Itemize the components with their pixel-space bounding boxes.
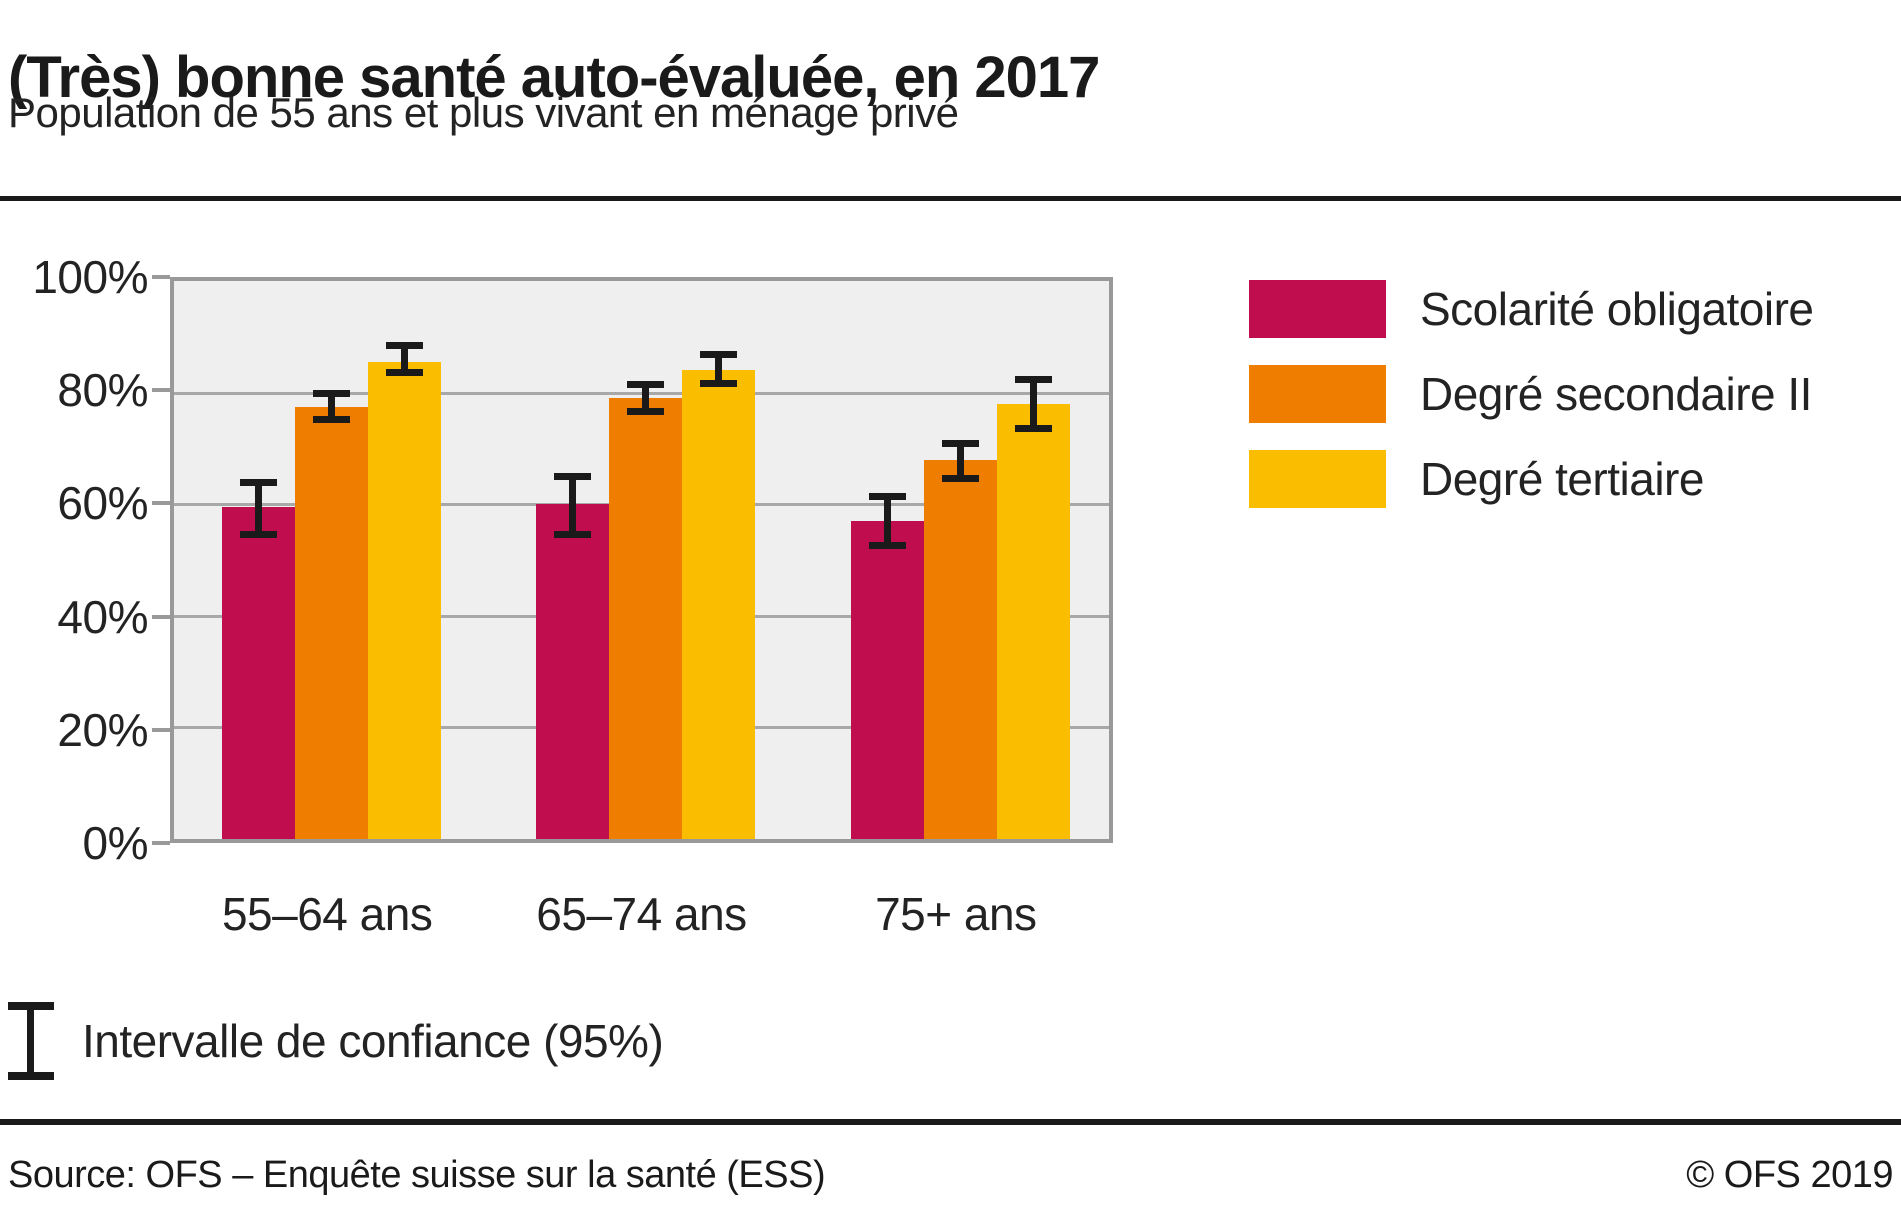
legend-item-Degré secondaire II: Degré secondaire II xyxy=(1249,365,1814,423)
legend-swatch xyxy=(1249,450,1386,508)
y-tick-mark-0 xyxy=(152,841,170,845)
footer-source: Source: OFS – Enquête suisse sur la sant… xyxy=(8,1154,826,1196)
header-divider xyxy=(0,196,1901,201)
confidence-interval-note: Intervalle de confiance (95%) xyxy=(82,1015,664,1067)
legend-label: Degré tertiaire xyxy=(1420,453,1704,505)
legend: Scolarité obligatoire Degré secondaire II… xyxy=(1249,280,1814,535)
bar-55–64 ans-Scolarité obligatoire xyxy=(222,507,295,839)
x-tick-label-75+ ans: 75+ ans xyxy=(875,888,1037,940)
y-tick-mark-60 xyxy=(152,501,170,506)
gridline-80 xyxy=(174,391,1109,395)
x-tick-label-55–64 ans: 55–64 ans xyxy=(221,888,433,940)
x-axis: 55–64 ans 65–74 ans 75+ ans xyxy=(170,886,1113,946)
legend-item-Degré tertiaire: Degré tertiaire xyxy=(1249,450,1814,508)
plot-area xyxy=(170,277,1113,843)
error-bar-55–64 ans-Degré tertiaire xyxy=(386,342,423,376)
legend-label: Scolarité obligatoire xyxy=(1420,283,1814,335)
bar-65–74 ans-Scolarité obligatoire xyxy=(536,504,610,839)
bar-75+ ans-Degré tertiaire xyxy=(996,403,1070,839)
y-tick-label-20: 20% xyxy=(57,703,148,756)
footer-copyright: © OFS 2019 xyxy=(1686,1154,1893,1196)
y-tick-label-100: 100% xyxy=(32,251,148,303)
y-tick-mark-100 xyxy=(152,275,170,279)
y-tick-label-60: 60% xyxy=(57,477,148,530)
bar-55–64 ans-Degré secondaire II xyxy=(295,406,368,839)
x-tick-label-65–74 ans: 65–74 ans xyxy=(536,888,747,940)
error-bar-icon xyxy=(8,1002,54,1080)
error-bar-icon-cap-bottom xyxy=(8,1072,54,1080)
y-tick-label-80: 80% xyxy=(57,364,148,417)
bar-75+ ans-Degré secondaire II xyxy=(923,459,997,839)
bar-65–74 ans-Degré secondaire II xyxy=(609,398,683,839)
y-axis-ticks xyxy=(152,275,170,845)
legend-swatch xyxy=(1249,280,1386,338)
legend-label: Degré secondaire II xyxy=(1420,368,1812,420)
error-bar-75+ ans-Degré secondaire II xyxy=(941,439,979,483)
error-bar-icon-stem xyxy=(27,1002,34,1080)
error-bar-65–74 ans-Scolarité obligatoire xyxy=(554,473,592,538)
legend-swatch xyxy=(1249,365,1386,423)
y-tick-label-40: 40% xyxy=(57,590,148,643)
y-tick-mark-80 xyxy=(152,388,170,393)
bar-65–74 ans-Degré tertiaire xyxy=(682,370,756,839)
bar-75+ ans-Scolarité obligatoire xyxy=(850,520,924,839)
footer-divider xyxy=(0,1119,1901,1125)
error-bar-75+ ans-Degré tertiaire xyxy=(1014,375,1052,433)
error-bar-65–74 ans-Degré tertiaire xyxy=(700,350,738,387)
page-subtitle: Population de 55 ans et plus vivant en m… xyxy=(8,89,959,136)
bar-55–64 ans-Degré tertiaire xyxy=(368,361,441,839)
error-bar-65–74 ans-Degré secondaire II xyxy=(627,381,665,415)
y-tick-mark-20 xyxy=(152,727,170,732)
error-bar-75+ ans-Scolarité obligatoire xyxy=(868,492,906,550)
legend-item-Scolarité obligatoire: Scolarité obligatoire xyxy=(1249,280,1814,338)
error-bar-icon-cap-top xyxy=(8,1002,54,1010)
error-bar-55–64 ans-Degré secondaire II xyxy=(313,389,350,424)
y-tick-label-0: 0% xyxy=(82,817,149,869)
page-title: (Très) bonne santé auto-évaluée, en 2017 xyxy=(8,44,1100,110)
y-axis: 0% 20% 40% 60% 80% 100% xyxy=(0,251,148,869)
y-tick-mark-40 xyxy=(152,614,170,619)
error-bar-55–64 ans-Scolarité obligatoire xyxy=(240,478,277,538)
